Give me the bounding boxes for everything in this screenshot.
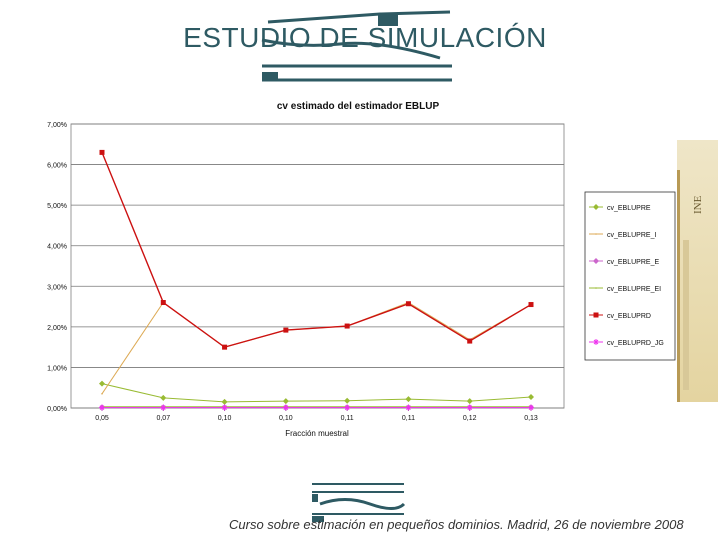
series-line — [101, 152, 532, 348]
chart-title: cv estimado del estimador EBLUP — [277, 101, 440, 112]
legend-label: cv_EBLUPRE_E — [607, 259, 659, 266]
legend-label: cv_EBLUPRE_EI — [607, 286, 661, 293]
slide-title: ESTUDIO DE SIMULACIÓN — [183, 22, 547, 53]
data-point — [282, 398, 289, 405]
data-point — [101, 393, 103, 395]
legend-item: cv_EBLUPRE_I — [589, 232, 656, 239]
legend-label: cv_EBLUPRD — [607, 313, 651, 320]
data-point — [593, 339, 599, 345]
legend-label: cv_EBLUPRE_I — [607, 232, 656, 239]
series-line — [101, 383, 532, 403]
footer-caption: Curso sobre estimación en pequeños domin… — [229, 517, 684, 532]
data-point — [99, 404, 105, 411]
x-tick-label: 0,13 — [524, 415, 538, 422]
x-tick-label: 0,12 — [463, 415, 477, 422]
side-logo-graphic: INE — [677, 170, 704, 402]
data-point — [466, 398, 473, 405]
data-point — [160, 404, 167, 411]
y-tick-label: 3,00% — [47, 284, 67, 291]
series-lines — [99, 149, 534, 411]
x-tick-label: 0,05 — [95, 415, 109, 422]
x-tick-label: 0,11 — [341, 415, 354, 422]
legend: cv_EBLUPRE cv_EBLUPRE_I cv_EBLUPRE_E cv_EBL… — [584, 191, 676, 361]
y-tick-label: 2,00% — [47, 325, 67, 332]
data-point — [344, 323, 350, 329]
data-point — [405, 404, 412, 411]
legend-item: cv_EBLUPRE_EI — [589, 286, 661, 293]
footer-ornament — [312, 483, 406, 522]
legend-box — [584, 191, 676, 361]
data-point — [405, 396, 412, 403]
data-point — [283, 327, 289, 333]
series-cv-eblupre — [99, 380, 534, 405]
y-tick-label: 0,00% — [47, 406, 67, 413]
data-point — [593, 204, 599, 210]
data-point — [222, 344, 228, 350]
y-tick-label: 5,00% — [47, 203, 67, 210]
x-tick-label: 0,07 — [156, 415, 170, 422]
legend-label: cv_EBLUPRD_JG — [607, 340, 664, 347]
legend-item: cv_EBLUPRD — [589, 312, 651, 320]
data-point — [405, 301, 411, 307]
y-tick-label: 4,00% — [47, 244, 67, 251]
data-point — [467, 338, 473, 344]
data-point — [528, 394, 534, 401]
y-tick-label: 1,00% — [47, 365, 67, 372]
side-logo: INE — [677, 140, 718, 402]
data-point — [595, 233, 597, 235]
data-point — [593, 258, 599, 264]
data-point — [99, 380, 105, 387]
data-point — [160, 394, 167, 401]
legend-item: cv_EBLUPRE_E — [589, 258, 659, 266]
y-tick-label: 7,00% — [47, 122, 67, 129]
y-axis: 0,00% 1,00% 2,00% 3,00% 4,00% 5,00% 6,00% 7,00% — [47, 122, 67, 413]
series-cv-ebluprd-jg — [99, 404, 534, 411]
data-point — [595, 287, 597, 289]
data-point — [282, 404, 289, 411]
legend-item: cv_EBLUPRE — [589, 204, 651, 212]
y-tick-label: 6,00% — [47, 163, 67, 170]
data-point — [221, 398, 228, 405]
legend-label: cv_EBLUPRE — [607, 205, 651, 212]
data-point — [160, 300, 166, 306]
x-axis: 0,05 0,07 0,10 0,10 0,11 0,11 0,12 0,13 — [95, 408, 538, 422]
data-point — [466, 404, 473, 411]
data-point — [593, 312, 599, 318]
x-tick-label: 0,11 — [402, 415, 415, 422]
data-point — [221, 404, 228, 411]
data-point — [344, 404, 351, 411]
svg-text:INE: INE — [692, 195, 704, 214]
series-cv-ebluprd — [99, 149, 534, 350]
data-point — [344, 397, 351, 404]
line-chart: cv estimado del estimador EBLUP 0,00% 1,0… — [47, 101, 676, 438]
plot-area — [70, 123, 565, 409]
data-point — [528, 404, 534, 411]
x-tick-label: 0,10 — [218, 415, 232, 422]
title-ornament — [261, 10, 452, 82]
x-axis-label: Fracción muestral — [285, 429, 349, 438]
data-point — [528, 302, 534, 308]
x-tick-label: 0,10 — [279, 415, 293, 422]
legend-item: cv_EBLUPRD_JG — [589, 339, 664, 347]
data-point — [99, 149, 105, 155]
